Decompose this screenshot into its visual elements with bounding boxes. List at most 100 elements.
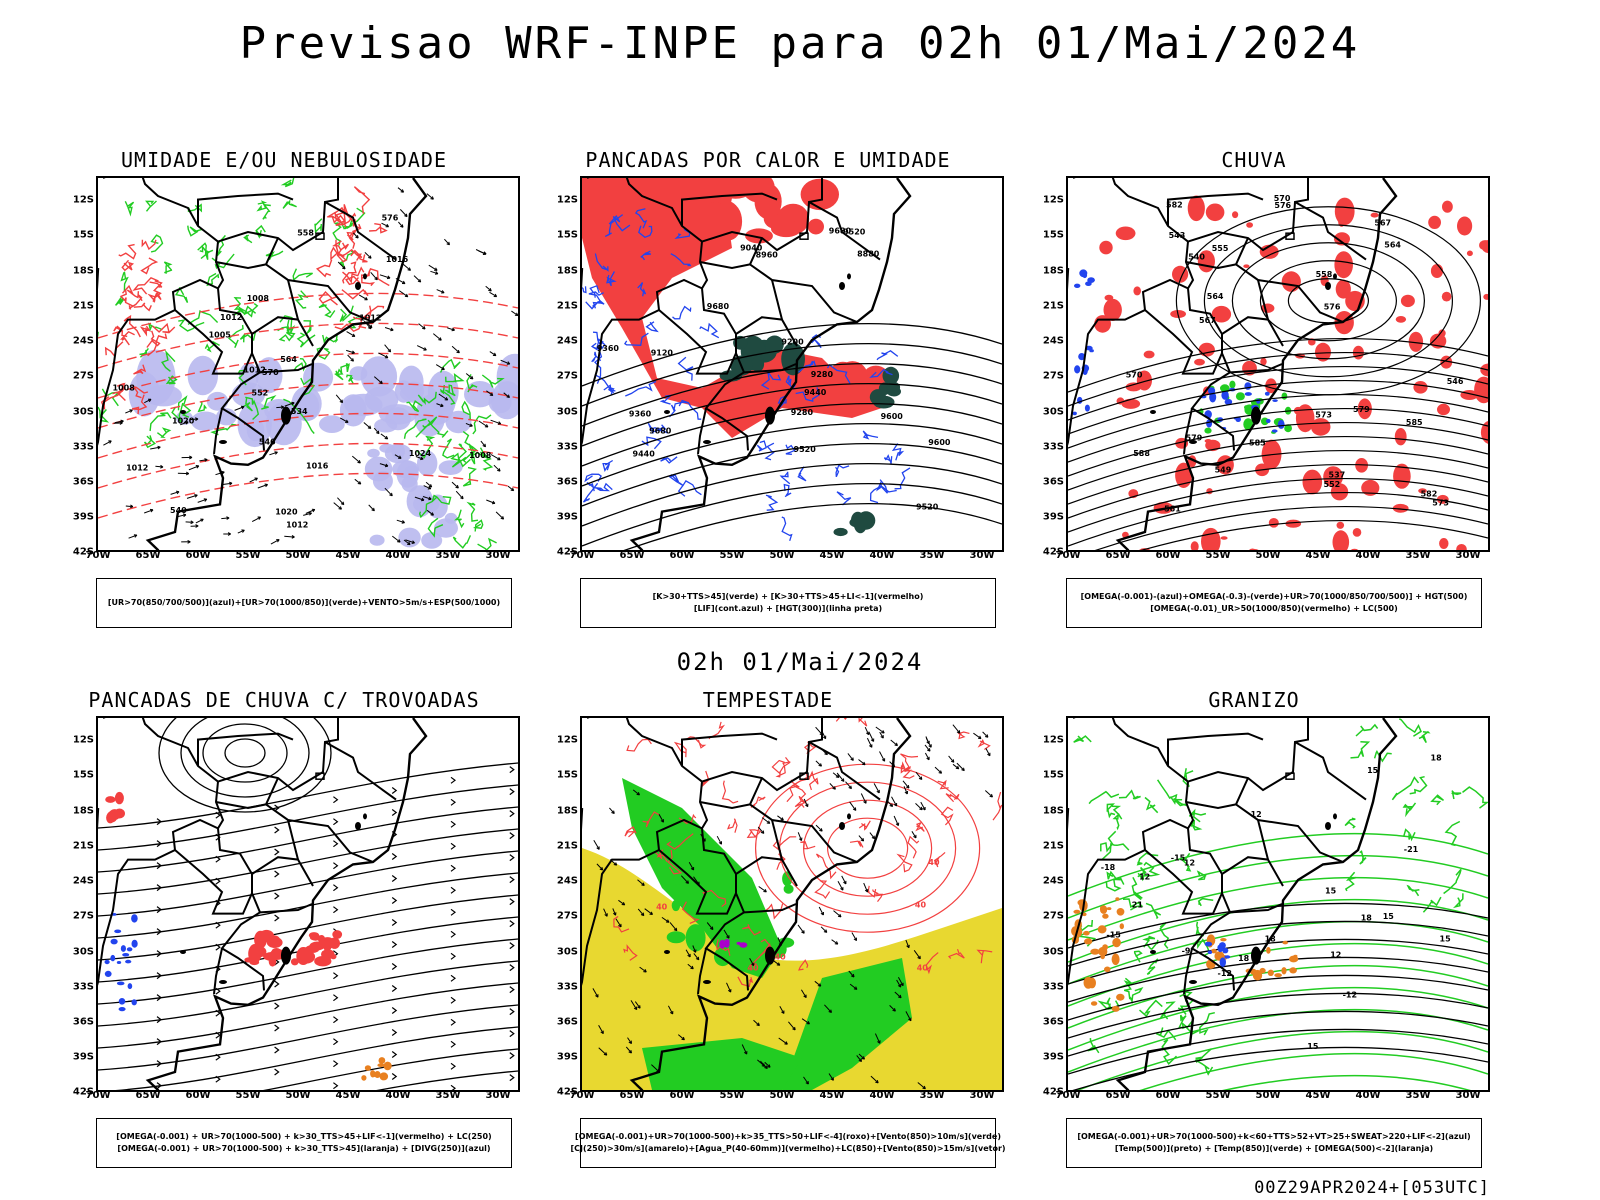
longitude-tick-label: 70W [569, 1090, 595, 1101]
contour-label: 561 [1164, 504, 1181, 513]
latitude-tick-label: 39S [1042, 511, 1064, 523]
contour-label: 40 [915, 900, 927, 909]
latitude-tick-label: 12S [556, 194, 578, 206]
contour-label: -12 [1218, 969, 1232, 978]
contour-label: 564 [280, 355, 297, 364]
contour-label: 540 [1188, 253, 1205, 262]
longitude-tick-label: 60W [185, 550, 211, 561]
contour-label: 1012 [220, 313, 242, 322]
panel-legend: [OMEGA(-0.001)-(azul)+OMEGA(-0.3)-(verde… [1066, 578, 1482, 628]
latitude-tick-label: 33S [1042, 981, 1064, 993]
longitude-tick-label: 70W [1055, 550, 1081, 561]
latitude-tick-label: 39S [556, 1051, 578, 1063]
longitude-tick-label: 30W [1455, 550, 1481, 561]
legend-line: [LIF](cont.azul) + [HGT(300)](linha pret… [693, 604, 883, 613]
contour-label: -21 [1404, 845, 1419, 854]
contour-label: 9280 [791, 408, 814, 417]
latitude-tick-label: 36S [556, 476, 578, 488]
latitude-tick-label: 27S [556, 910, 578, 922]
latitude-tick-label: 36S [556, 1016, 578, 1028]
forecast-map: 9680 9680 9680 9600 9520 9440 9360 9280 9200 9120… [580, 176, 1004, 552]
longitude-tick-label: 40W [869, 550, 895, 561]
contour-label: 9520 [843, 228, 866, 237]
longitude-tick-label: 35W [1405, 550, 1431, 561]
contour-label: 546 [1447, 377, 1464, 386]
longitude-tick-label: 50W [1255, 550, 1281, 561]
latitude-tick-label: 39S [72, 1051, 94, 1063]
longitude-tick-label: 30W [969, 550, 995, 561]
contour-label: 1008 [113, 383, 136, 392]
longitude-tick-label: 55W [719, 550, 745, 561]
legend-line: [OMEGA(-0.001) + UR>70(1000-500) + k>30_… [117, 1144, 491, 1153]
latitude-axis: 12S 15S 18S 21S 24S 27S 30S 33S 36S 39S 42S [64, 176, 94, 558]
latitude-tick-label: 24S [72, 335, 94, 347]
latitude-tick-label: 30S [556, 406, 578, 418]
legend-line: [OMEGA(-0.001)+UR>70(1000-500)+k<60+TTS>… [1077, 1132, 1471, 1141]
contour-label: 564 [1207, 292, 1224, 301]
panel-title: TEMPESTADE [702, 688, 834, 712]
contour-label: 1008 [469, 451, 492, 460]
contour-label: 40 [747, 963, 759, 972]
latitude-tick-label: 18S [556, 805, 578, 817]
contour-label: 582 [1421, 490, 1438, 499]
latitude-tick-label: 30S [1042, 946, 1064, 958]
panel-title: GRANIZO [1208, 688, 1300, 712]
contour-label: 552 [252, 388, 269, 397]
panel-umidade: UMIDADE E/OU NEBULOSIDADE 12S 15S 18S 21S 24S… [64, 148, 520, 638]
contour-label: 18 [1238, 954, 1250, 963]
forecast-map: 1012 1012 1016 1020 1016 1008 1012 1012 1008 1012… [96, 176, 520, 552]
contour-label: 15 [1440, 935, 1452, 944]
latitude-tick-label: 24S [556, 875, 578, 887]
contour-label: 558 [297, 229, 314, 238]
legend-line: [CJ(250)>30m/s](amarelo)+[Agua_P(40-60mm… [570, 1144, 1006, 1153]
contour-label: 9120 [651, 349, 674, 358]
longitude-tick-label: 65W [1105, 1090, 1131, 1101]
contour-label: -15 [1171, 853, 1186, 862]
contour-label: 549 [1215, 466, 1232, 475]
panel-legend: [K>30+TTS>45](verde) + [K>30+TTS>45+LI<-… [580, 578, 996, 628]
contour-label: 546 [259, 437, 276, 446]
latitude-tick-label: 24S [1042, 875, 1064, 887]
contour-label: 1012 [126, 464, 148, 473]
contour-label: 579 [1186, 434, 1203, 443]
latitude-tick-label: 33S [1042, 441, 1064, 453]
longitude-tick-label: 35W [435, 550, 461, 561]
panel-pancadas-trovoadas: PANCADAS DE CHUVA C/ TROVOADAS 12S 15S 18S 2… [64, 688, 520, 1178]
contour-label: 1020 [275, 508, 298, 517]
contour-label: 585 [1406, 418, 1423, 427]
main-title: Previsao WRF-INPE para 02h 01/Mai/2024 [239, 18, 1361, 69]
longitude-tick-label: 45W [1305, 1090, 1331, 1101]
latitude-tick-label: 33S [72, 981, 94, 993]
contour-label: 9200 [781, 337, 804, 346]
longitude-tick-label: 50W [769, 1090, 795, 1101]
longitude-tick-label: 70W [85, 550, 111, 561]
longitude-tick-label: 50W [285, 550, 311, 561]
contour-label: 576 [382, 214, 399, 223]
longitude-tick-label: 45W [819, 550, 845, 561]
latitude-tick-label: 18S [72, 805, 94, 817]
forecast-map: 40 40 40 40 40 40 [580, 716, 1004, 1092]
contour-label: 1012 [359, 314, 381, 323]
contour-label: 9680 [829, 227, 852, 236]
contour-label: 9040 [740, 244, 763, 253]
latitude-tick-label: 42S [1042, 1086, 1064, 1098]
latitude-tick-label: 24S [1042, 335, 1064, 347]
longitude-tick-label: 55W [1205, 550, 1231, 561]
panel-legend: [OMEGA(-0.001)+UR>70(1000-500)+k<60+TTS>… [1066, 1118, 1482, 1168]
longitude-tick-label: 45W [819, 1090, 845, 1101]
contour-label: 9440 [804, 388, 827, 397]
contour-label: 9680 [707, 302, 730, 311]
latitude-tick-label: 12S [72, 734, 94, 746]
latitude-tick-label: 33S [72, 441, 94, 453]
contour-label: 1016 [386, 255, 409, 264]
panel-pancadas-calor: PANCADAS POR CALOR E UMIDADE 12S 15S 18S 21S… [548, 148, 1004, 638]
run-timestamp: 00Z29APR2024+[053UTC] [1254, 1178, 1490, 1198]
contour-label: 9280 [811, 370, 834, 379]
contour-label: 18 [1431, 754, 1443, 763]
forecast-map [96, 716, 520, 1092]
contour-label: 567 [1374, 219, 1391, 228]
contour-label: 15 [1383, 912, 1395, 921]
longitude-tick-label: 65W [619, 1090, 645, 1101]
contour-label: -15 [1106, 930, 1121, 939]
latitude-tick-label: 18S [556, 265, 578, 277]
